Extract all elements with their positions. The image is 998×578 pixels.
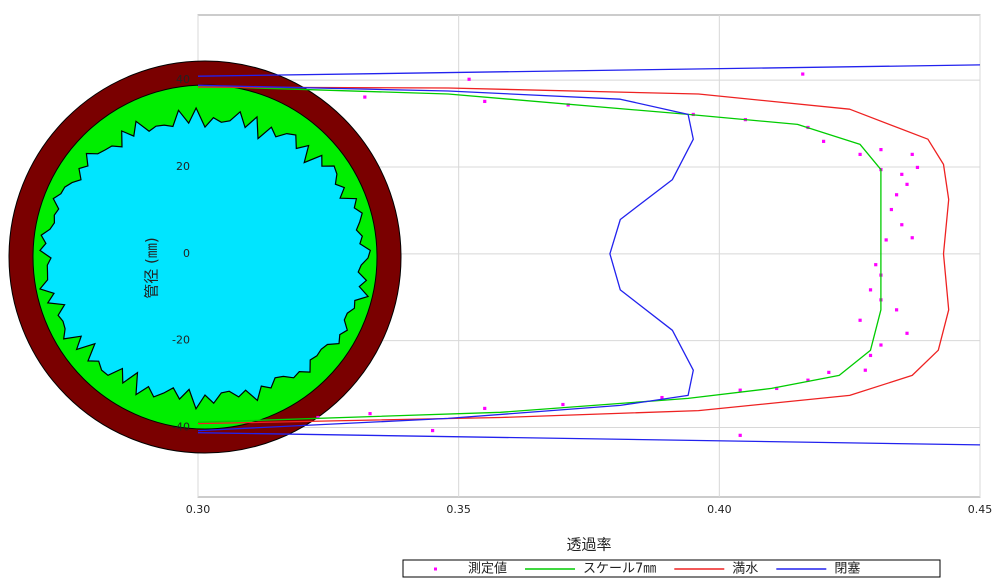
data-point xyxy=(879,343,883,347)
data-point xyxy=(858,152,862,156)
legend-label: 閉塞 xyxy=(834,561,860,577)
legend-marker xyxy=(434,567,437,571)
data-point xyxy=(858,318,862,322)
data-point xyxy=(822,139,826,143)
legend-box xyxy=(402,559,941,578)
x-axis-label: 透過率 xyxy=(566,536,611,554)
data-point xyxy=(483,406,487,411)
data-point xyxy=(738,388,742,392)
data-point xyxy=(910,236,914,240)
y-tick-label: 40 xyxy=(176,73,190,86)
data-point xyxy=(889,207,893,212)
data-point xyxy=(363,95,367,99)
pipe-cross-section xyxy=(8,60,402,454)
x-tick-label: 0.35 xyxy=(446,503,471,516)
series-line xyxy=(197,85,882,423)
data-point xyxy=(905,331,909,335)
legend-label: 測定値 xyxy=(468,561,507,577)
data-point xyxy=(894,193,899,197)
data-point xyxy=(884,238,888,242)
data-point xyxy=(879,148,883,152)
data-point xyxy=(868,353,873,358)
data-point xyxy=(467,77,471,81)
data-point xyxy=(316,415,320,420)
y-tick-label: -40 xyxy=(172,421,190,434)
y-tick-label: 20 xyxy=(176,160,190,173)
x-tick-label: 0.45 xyxy=(968,503,993,516)
data-point xyxy=(801,72,805,76)
data-point xyxy=(868,288,873,292)
data-point xyxy=(775,386,779,391)
y-tick-label: 0 xyxy=(183,247,190,260)
data-point xyxy=(900,172,904,176)
x-tick-label: 0.40 xyxy=(707,503,732,516)
water-bore xyxy=(38,106,372,411)
series-line xyxy=(197,86,950,425)
data-point xyxy=(910,152,914,156)
data-point xyxy=(905,182,909,186)
series-line xyxy=(197,432,981,446)
data-point xyxy=(561,402,565,407)
data-point xyxy=(827,370,831,374)
legend-label: 満水 xyxy=(732,562,758,577)
data-point xyxy=(660,395,664,400)
series-line xyxy=(197,64,981,77)
data-point xyxy=(900,223,904,227)
legend: 測定値 スケール7㎜ 満水 閉塞 xyxy=(434,561,860,577)
plot: 0.30 0.35 0.40 0.45 -40 -20 0 20 40 xyxy=(172,64,993,516)
data-point xyxy=(894,308,899,312)
data-point xyxy=(806,378,810,382)
data-point xyxy=(738,433,742,437)
data-point xyxy=(874,263,878,267)
data-point xyxy=(566,103,570,107)
legend-label: スケール7㎜ xyxy=(583,562,656,577)
y-tick-label: -20 xyxy=(172,334,190,347)
data-point xyxy=(863,368,867,372)
data-point xyxy=(915,165,920,170)
data-point xyxy=(368,412,372,416)
y-axis-label: 管径 (㎜) xyxy=(143,237,161,298)
data-point xyxy=(431,428,435,433)
series-line xyxy=(197,84,694,432)
data-point xyxy=(483,99,487,104)
x-tick-label: 0.30 xyxy=(186,503,211,516)
